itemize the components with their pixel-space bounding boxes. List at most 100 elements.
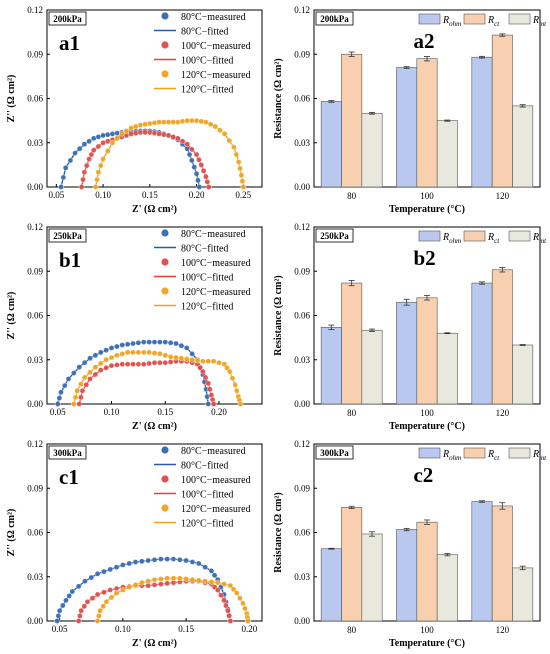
legend-main: R: [532, 232, 539, 243]
y-tick-label: 0.12: [27, 5, 43, 15]
bar: [320, 326, 342, 405]
measured-point: [167, 353, 174, 360]
bar: [361, 329, 383, 405]
measured-point: [56, 395, 63, 401]
plot-frame: [46, 443, 263, 622]
legend-sub: ohm: [449, 20, 461, 28]
legend-label: Rohm: [442, 449, 461, 462]
measured-point: [233, 151, 240, 158]
pressure-box: [48, 11, 87, 26]
measured-point: [173, 354, 179, 361]
measured-point: [157, 359, 163, 366]
measured-point: [55, 613, 62, 619]
y-tick-label: 0.09: [294, 266, 310, 276]
legend-label: Rmt: [532, 232, 547, 245]
measured-point: [191, 164, 198, 170]
measured-point: [237, 165, 243, 172]
legend-label: 80°C−fitted: [181, 27, 228, 38]
legend-marker: [161, 258, 169, 266]
measured-point: [189, 157, 195, 164]
measured-point: [58, 389, 64, 396]
measured-point: [227, 618, 234, 624]
bar: [471, 282, 493, 405]
measured-point: [146, 360, 152, 367]
bar: [320, 548, 342, 622]
measured-point: [198, 162, 205, 168]
measured-point: [189, 576, 196, 583]
legend-swatch: [508, 13, 531, 25]
measured-point: [88, 151, 95, 158]
legend-label: 80°C−measured: [181, 229, 246, 240]
y-tick-label: 0.09: [27, 483, 43, 493]
measured-point: [65, 376, 72, 382]
measured-point: [235, 159, 242, 165]
measured-point: [124, 341, 131, 348]
series-120°C: [71, 349, 244, 407]
y-tick-label: 0.09: [27, 266, 43, 276]
bar: [361, 112, 383, 188]
measured-point: [103, 356, 109, 363]
legend-sub: ct: [494, 454, 500, 462]
measured-point: [132, 582, 139, 588]
y-tick-label: 0.06: [294, 528, 310, 538]
x-axis-label: Temperature (°C): [389, 421, 465, 432]
measured-point: [198, 118, 205, 125]
bar-panel-a2: 0.00 0.03 0.06 0.09 0.12 Resistance (Ω cm²) Te…: [273, 5, 547, 215]
bar: [471, 501, 493, 622]
measured-point: [120, 587, 126, 593]
x-tick-label: 0.10: [104, 407, 120, 417]
measured-point: [189, 351, 195, 357]
measured-point: [242, 605, 248, 612]
measured-point: [183, 356, 190, 362]
measured-point: [164, 575, 170, 582]
measured-point: [66, 593, 72, 599]
measured-point: [170, 556, 177, 562]
measured-point: [178, 342, 185, 349]
measured-point: [137, 122, 144, 128]
measured-point: [239, 178, 246, 184]
measured-point: [203, 173, 209, 180]
measured-point: [78, 394, 84, 401]
measured-point: [81, 374, 88, 381]
measured-point: [94, 591, 101, 598]
measured-point: [238, 172, 245, 178]
legend-label: Rmt: [532, 15, 547, 28]
y-tick-label: 0.12: [294, 5, 310, 15]
measured-point: [164, 580, 170, 587]
y-tick-label: 0.03: [294, 572, 310, 582]
measured-point: [97, 607, 103, 614]
y-tick-label: 0.00: [294, 399, 310, 409]
measured-point: [175, 119, 181, 125]
measured-point: [196, 156, 202, 163]
measured-point: [114, 362, 120, 368]
measured-point: [194, 357, 201, 364]
measured-point: [81, 169, 88, 176]
measured-point: [140, 339, 147, 345]
measured-point: [170, 575, 177, 582]
measured-point: [123, 128, 130, 134]
measured-point: [193, 170, 200, 177]
series-120°C: [92, 117, 247, 190]
measured-point: [162, 352, 169, 359]
measured-point: [218, 592, 224, 598]
y-tick-label: 0.03: [294, 138, 310, 148]
x-tick-label: 0.20: [189, 190, 205, 200]
y-tick-label: 0.03: [294, 355, 310, 365]
bar: [512, 344, 534, 405]
measured-point: [83, 382, 90, 388]
y-tick-label: 0.00: [294, 182, 310, 192]
measured-point: [126, 584, 133, 590]
legend-main: R: [532, 449, 539, 460]
pressure-label: 200kPa: [320, 14, 349, 24]
measured-point: [75, 583, 82, 590]
measured-point: [88, 574, 95, 581]
y-tick-label: 0.00: [294, 616, 310, 626]
y-tick-label: 0.03: [27, 572, 43, 582]
measured-point: [124, 349, 131, 356]
legend-label: 120°C−measured: [181, 70, 251, 81]
measured-point: [195, 577, 202, 584]
legend-main: R: [487, 232, 494, 243]
measured-point: [193, 117, 200, 124]
bar: [491, 269, 513, 405]
